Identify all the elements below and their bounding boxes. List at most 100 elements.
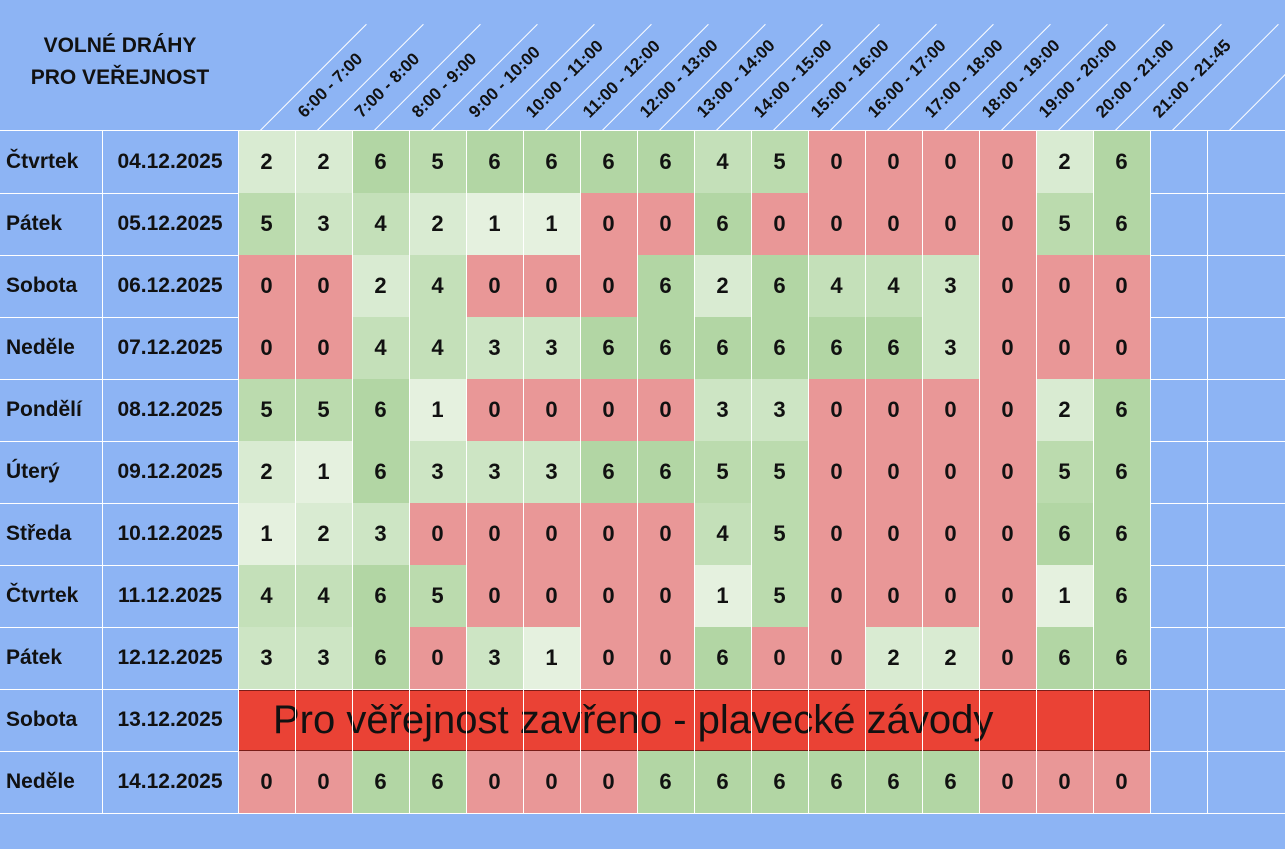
lane-count-cell: 0 [922,503,979,565]
lane-count-cell: 6 [865,751,922,813]
lane-count-cell: 6 [352,441,409,503]
day-label: Středa [6,522,72,545]
lane-count-cell: 5 [1036,193,1093,255]
lane-count-cell: 0 [637,503,694,565]
lane-count-cell: 6 [637,255,694,317]
table-title: VOLNÉ DRÁHY PRO VEŘEJNOST [0,30,240,94]
lane-count-cell: 0 [580,193,637,255]
date-label: 12.12.2025 [117,646,223,669]
lane-count-cell: 6 [580,131,637,193]
lane-count-cell: 6 [694,317,751,379]
lane-count-cell: 0 [865,503,922,565]
column-divider [1150,131,1151,813]
lane-count-cell: 6 [694,751,751,813]
lane-count-cell: 0 [979,255,1036,317]
lane-count-cell: 6 [637,751,694,813]
lane-count-cell: 5 [694,441,751,503]
column-divider [466,131,467,813]
date-label: 10.12.2025 [117,522,223,545]
lane-count-cell: 4 [409,255,466,317]
lane-count-cell: 6 [352,131,409,193]
lane-count-cell: 3 [751,379,808,441]
date-label: 13.12.2025 [117,708,223,731]
day-label: Neděle [6,770,75,793]
date-label: 06.12.2025 [117,274,223,297]
lane-count-cell: 1 [523,627,580,689]
lane-count-cell: 3 [922,255,979,317]
lane-count-cell: 6 [637,441,694,503]
lane-count-cell: 6 [751,317,808,379]
lane-count-cell: 6 [694,627,751,689]
lane-count-cell: 0 [295,255,352,317]
lane-count-cell: 2 [1036,131,1093,193]
lane-count-cell: 1 [409,379,466,441]
lane-count-cell: 3 [295,627,352,689]
lane-count-cell: 6 [1093,565,1150,627]
lane-count-cell: 0 [979,441,1036,503]
lane-count-cell: 5 [751,131,808,193]
lane-count-cell: 1 [238,503,295,565]
lane-count-cell: 6 [523,131,580,193]
lane-count-cell: 6 [1093,379,1150,441]
lane-count-cell: 3 [409,441,466,503]
lane-count-cell: 3 [466,627,523,689]
date-label: 08.12.2025 [117,398,223,421]
lane-count-cell: 0 [1036,751,1093,813]
lane-count-cell: 6 [808,317,865,379]
lane-count-cell: 2 [352,255,409,317]
lane-count-cell: 2 [694,255,751,317]
lane-count-cell: 4 [409,317,466,379]
column-divider [922,131,923,813]
lane-count-cell: 2 [865,627,922,689]
lane-count-cell: 0 [979,565,1036,627]
column-divider [102,131,103,813]
lane-count-cell: 1 [523,193,580,255]
column-divider [865,131,866,813]
lane-count-cell: 0 [637,379,694,441]
lane-count-cell: 0 [922,379,979,441]
lane-count-cell: 0 [466,751,523,813]
day-label: Neděle [6,336,75,359]
lane-count-cell: 5 [238,193,295,255]
lane-count-cell: 0 [1093,255,1150,317]
lane-count-cell: 6 [409,751,466,813]
lane-count-cell: 5 [751,441,808,503]
day-label: Sobota [6,708,78,731]
lane-count-cell: 0 [1093,751,1150,813]
lane-count-cell: 0 [808,193,865,255]
lane-count-cell: 4 [352,193,409,255]
lane-count-cell: 6 [1093,503,1150,565]
lane-count-cell: 6 [352,565,409,627]
lane-count-cell: 4 [808,255,865,317]
lane-count-cell: 0 [238,317,295,379]
lane-count-cell: 5 [409,131,466,193]
lane-count-cell: 4 [295,565,352,627]
lane-count-cell: 2 [295,503,352,565]
lane-count-cell: 4 [694,503,751,565]
lane-count-cell: 0 [979,131,1036,193]
lane-count-cell: 5 [751,565,808,627]
lane-count-cell: 0 [865,441,922,503]
lane-count-cell: 0 [637,193,694,255]
day-label: Úterý [6,460,60,483]
lane-count-cell: 1 [1036,565,1093,627]
lane-count-cell: 5 [751,503,808,565]
lane-count-cell: 0 [466,379,523,441]
lane-count-cell: 5 [295,379,352,441]
lane-count-cell: 0 [523,255,580,317]
lane-count-cell: 0 [295,317,352,379]
lane-count-cell: 5 [409,565,466,627]
lane-count-cell: 0 [808,503,865,565]
column-divider [352,131,353,813]
lane-count-cell: 3 [922,317,979,379]
lane-count-cell: 6 [1093,193,1150,255]
title-line-1: VOLNÉ DRÁHY [43,34,197,57]
lane-count-cell: 0 [523,565,580,627]
lane-count-cell: 6 [922,751,979,813]
day-label: Pátek [6,212,63,235]
column-divider [1093,131,1094,813]
lane-count-cell: 3 [466,441,523,503]
day-label: Pátek [6,646,63,669]
lane-count-cell: 0 [580,751,637,813]
